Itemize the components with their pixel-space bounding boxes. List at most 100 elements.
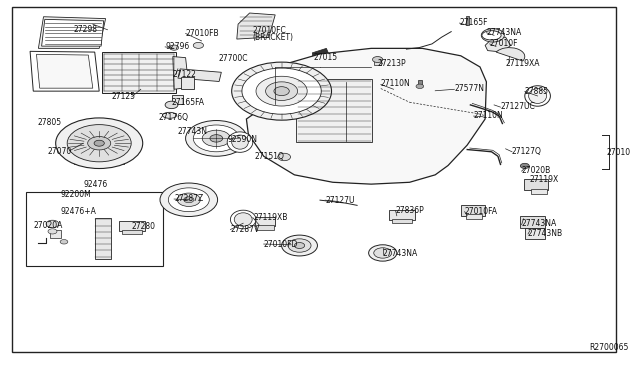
Text: 27165F: 27165F	[460, 18, 488, 27]
Circle shape	[193, 42, 204, 48]
Bar	[122, 230, 142, 234]
Circle shape	[160, 183, 218, 217]
Text: 27287Z: 27287Z	[174, 194, 204, 203]
Text: 27805: 27805	[37, 118, 61, 126]
Bar	[102, 52, 176, 93]
Circle shape	[282, 235, 317, 256]
Bar	[172, 95, 183, 104]
Circle shape	[278, 153, 291, 161]
Ellipse shape	[525, 86, 550, 106]
Circle shape	[520, 163, 529, 169]
Text: R2700065: R2700065	[589, 343, 628, 352]
Bar	[119, 221, 145, 231]
Text: 27127UC: 27127UC	[500, 102, 535, 111]
Text: 92476: 92476	[83, 180, 108, 189]
Text: 27010: 27010	[607, 148, 631, 157]
Text: 27287V: 27287V	[230, 225, 260, 234]
Circle shape	[232, 62, 332, 120]
Text: 27280: 27280	[131, 222, 155, 231]
Ellipse shape	[529, 89, 547, 103]
Text: 27213P: 27213P	[378, 60, 406, 68]
Circle shape	[202, 130, 230, 147]
Circle shape	[242, 68, 321, 114]
Bar	[275, 146, 293, 160]
Circle shape	[60, 240, 68, 244]
Text: 92796: 92796	[165, 42, 189, 51]
Circle shape	[184, 197, 194, 203]
Text: 27885: 27885	[525, 87, 548, 96]
Text: 27743NA: 27743NA	[486, 28, 522, 37]
Circle shape	[168, 188, 209, 212]
Bar	[289, 246, 310, 249]
Text: 27743NA: 27743NA	[522, 219, 557, 228]
Circle shape	[369, 245, 397, 261]
Polygon shape	[237, 13, 275, 39]
Text: 27298: 27298	[74, 25, 98, 34]
Circle shape	[56, 118, 143, 169]
Bar	[466, 16, 469, 25]
Bar	[296, 79, 372, 142]
Text: 27125: 27125	[112, 92, 136, 101]
Bar	[461, 205, 485, 216]
Bar	[524, 179, 548, 190]
Circle shape	[266, 82, 298, 100]
Ellipse shape	[163, 112, 177, 118]
Ellipse shape	[482, 31, 501, 40]
Bar	[374, 60, 381, 65]
Polygon shape	[246, 48, 486, 184]
Bar	[74, 153, 124, 164]
Polygon shape	[38, 17, 106, 48]
Text: 27127Q: 27127Q	[512, 147, 542, 156]
Text: 92590N: 92590N	[227, 135, 257, 144]
Circle shape	[374, 248, 392, 258]
Text: 27010FD: 27010FD	[264, 240, 298, 248]
Polygon shape	[36, 54, 93, 88]
Circle shape	[48, 229, 57, 234]
Bar	[276, 140, 292, 146]
Circle shape	[256, 76, 307, 106]
Text: 27020B: 27020B	[522, 166, 551, 175]
Bar	[181, 77, 194, 89]
Text: 92200M: 92200M	[61, 190, 92, 199]
Circle shape	[210, 135, 223, 142]
Circle shape	[177, 193, 200, 206]
Circle shape	[416, 84, 424, 89]
Text: 27010FA: 27010FA	[465, 207, 498, 216]
Bar	[525, 228, 545, 239]
Text: 27700C: 27700C	[219, 54, 248, 62]
Text: 27070: 27070	[48, 147, 72, 155]
Circle shape	[294, 243, 305, 248]
Bar	[255, 217, 275, 226]
Bar	[466, 214, 482, 219]
Circle shape	[288, 239, 311, 252]
Circle shape	[46, 220, 59, 228]
Text: 27151Q: 27151Q	[254, 153, 284, 161]
Bar	[531, 189, 547, 194]
Text: 27110N: 27110N	[474, 111, 503, 120]
Circle shape	[186, 121, 247, 156]
Bar	[520, 216, 545, 228]
Text: 27165FA: 27165FA	[172, 98, 205, 107]
Circle shape	[274, 87, 289, 96]
Polygon shape	[30, 51, 99, 91]
Text: 27743NB: 27743NB	[528, 229, 563, 238]
Circle shape	[94, 140, 104, 146]
Text: 27743N: 27743N	[178, 127, 208, 136]
Bar	[256, 225, 274, 230]
Text: 27020A: 27020A	[33, 221, 63, 230]
Bar	[392, 219, 412, 223]
Wedge shape	[496, 48, 525, 61]
Circle shape	[170, 45, 179, 50]
Text: 27836P: 27836P	[396, 206, 424, 215]
Bar	[389, 210, 415, 220]
Text: 27119X: 27119X	[530, 175, 559, 184]
Text: 27577N: 27577N	[454, 84, 484, 93]
Circle shape	[372, 57, 383, 62]
Text: 27127U: 27127U	[325, 196, 355, 205]
Polygon shape	[173, 57, 189, 89]
Bar	[95, 218, 111, 259]
Text: 27122: 27122	[173, 70, 196, 79]
Text: 27010F: 27010F	[490, 39, 518, 48]
Text: 27010FB: 27010FB	[186, 29, 220, 38]
Text: 27119XB: 27119XB	[253, 213, 288, 222]
